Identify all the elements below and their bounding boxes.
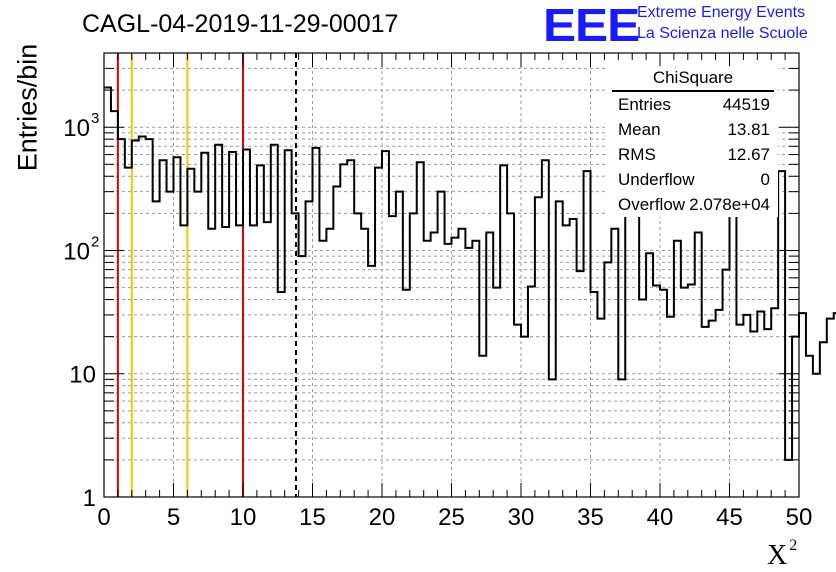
y-axis-label: Entries/bin — [12, 43, 43, 172]
stats-key: Underflow — [618, 170, 695, 189]
x-tick-label: 5 — [167, 504, 180, 531]
stats-title: ChiSquare — [612, 66, 774, 92]
x-tick-label: 20 — [369, 504, 396, 531]
y-tick-label-exponent: 3 — [91, 110, 99, 127]
x-tick-label: 50 — [786, 504, 813, 531]
stats-row-rms: RMS 12.67 — [608, 142, 778, 167]
x-axis-label-base: X — [767, 540, 788, 571]
reference-lines — [116, 53, 297, 497]
logo-line-1: Extreme Energy Events — [637, 4, 806, 21]
x-tick-label: 45 — [716, 504, 743, 531]
x-tick-label: 10 — [230, 504, 257, 531]
y-tick-label: 10 — [69, 362, 96, 389]
x-tick-label: 0 — [97, 504, 110, 531]
stats-key: Overflow — [618, 195, 686, 214]
stats-key: RMS — [618, 145, 656, 164]
chart-title: CAGL-04-2019-11-29-00017 — [82, 10, 399, 38]
x-tick-label: 30 — [508, 504, 535, 531]
stats-value: 12.67 — [727, 145, 770, 164]
x-tick-label: 25 — [438, 504, 465, 531]
x-tick-label: 40 — [647, 504, 674, 531]
stats-box: ChiSquare Entries 44519 Mean 13.81 RMS 12.6… — [608, 66, 778, 217]
stats-value: 0 — [760, 170, 770, 189]
histogram-series — [104, 86, 836, 461]
y-tick-label: 10 — [63, 115, 90, 142]
stats-row-underflow: Underflow 0 — [608, 167, 778, 192]
stats-key: Entries — [618, 95, 671, 114]
stats-row-entries: Entries 44519 — [608, 92, 778, 117]
y-tick-label: 10 — [63, 238, 90, 265]
x-tick-label: 15 — [299, 504, 326, 531]
stats-row-mean: Mean 13.81 — [608, 117, 778, 142]
x-tick-label: 35 — [577, 504, 604, 531]
histogram-line — [104, 86, 836, 461]
stats-row-overflow: Overflow 2.078e+04 — [608, 192, 778, 217]
y-tick-label: 1 — [83, 485, 96, 512]
y-tick-label-exponent: 2 — [91, 233, 99, 250]
stats-value: 2.078e+04 — [689, 195, 770, 214]
stats-value: 13.81 — [727, 120, 770, 139]
logo-line-2: La Scienza nelle Scuole — [637, 25, 808, 42]
stats-key: Mean — [618, 120, 661, 139]
x-axis-label-exponent: 2 — [789, 537, 798, 554]
eee-logo: EEE — [543, 0, 640, 51]
stats-value: 44519 — [722, 95, 770, 114]
